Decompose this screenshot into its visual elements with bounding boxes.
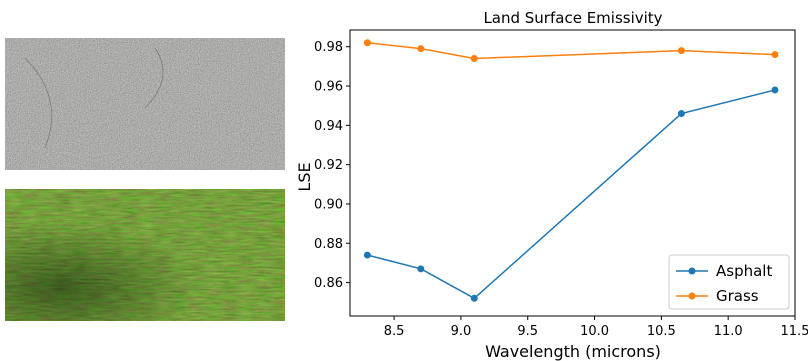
y-tick-label: 0.98: [314, 40, 343, 55]
y-tick-label: 0.88: [314, 237, 343, 252]
legend-label-asphalt: Asphalt: [716, 262, 772, 280]
legend: Asphalt Grass: [668, 254, 790, 310]
chart-title: Land Surface Emissivity: [483, 9, 662, 27]
grass-line: [367, 42, 775, 60]
x-tick-label: 9.5: [517, 324, 538, 339]
grass-photo: [5, 189, 285, 321]
asphalt-photo: [5, 38, 285, 170]
y-tick-label: 0.92: [314, 158, 343, 173]
plot-frame: [349, 29, 796, 317]
grass-point: [363, 39, 371, 47]
x-tick-label: 10.5: [647, 324, 676, 339]
x-tick-label: 8.5: [384, 324, 405, 339]
x-tick-label: 10.0: [580, 324, 609, 339]
grass-point: [677, 47, 685, 55]
grass-legend-marker: [688, 292, 696, 300]
asphalt-legend-marker: [688, 267, 696, 275]
x-tick-label: 11.5: [781, 324, 808, 339]
x-tick-label: 9.0: [451, 324, 472, 339]
asphalt-point: [677, 110, 685, 118]
asphalt-point: [363, 251, 371, 259]
asphalt-point: [771, 86, 779, 94]
grass-point: [417, 45, 425, 53]
y-tick-label: 0.90: [314, 197, 343, 212]
y-tick-label: 0.96: [314, 80, 343, 95]
asphalt-point: [470, 294, 478, 302]
y-axis-label: LSE: [295, 162, 314, 191]
legend-label-grass: Grass: [716, 287, 759, 305]
grass-point: [771, 51, 779, 59]
asphalt-point: [417, 265, 425, 273]
y-tick-label: 0.86: [314, 276, 343, 291]
x-tick-label: 11.0: [714, 324, 743, 339]
grass-point: [470, 55, 478, 63]
x-axis-label: Wavelength (microns): [485, 342, 661, 361]
y-tick-label: 0.94: [314, 119, 343, 134]
